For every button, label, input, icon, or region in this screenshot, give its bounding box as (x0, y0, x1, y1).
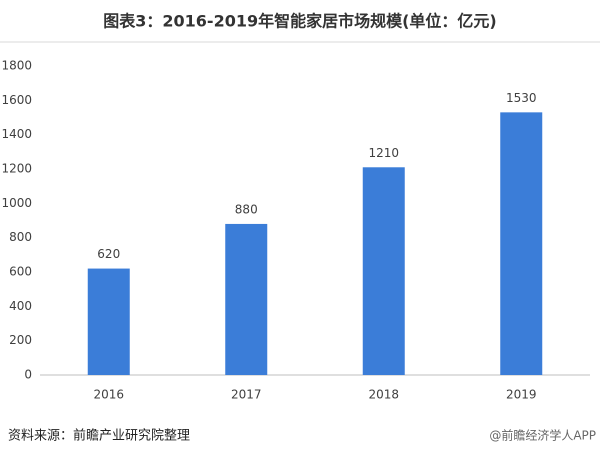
value-label: 880 (235, 202, 258, 216)
credit: @前瞻经济学人APP (489, 428, 596, 443)
y-tick-label: 1400 (1, 127, 32, 141)
value-label: 1530 (506, 91, 537, 105)
value-label: 620 (97, 247, 120, 261)
y-tick-label: 1000 (1, 196, 32, 210)
y-tick-label: 600 (9, 265, 32, 279)
y-tick-label: 0 (24, 368, 32, 382)
y-tick-label: 400 (9, 299, 32, 313)
x-tick-label: 2016 (93, 388, 124, 402)
x-tick-label: 2018 (368, 388, 399, 402)
chart-title: 图表3：2016-2019年智能家居市场规模(单位：亿元) (103, 12, 496, 31)
bar (87, 268, 130, 375)
x-tick-label: 2017 (231, 388, 262, 402)
y-tick-label: 800 (9, 230, 32, 244)
x-tick-label: 2019 (506, 388, 537, 402)
bar (362, 167, 405, 375)
y-tick-label: 1200 (1, 162, 32, 176)
bar (225, 223, 268, 375)
y-tick-label: 1600 (1, 93, 32, 107)
source-note: 资料来源：前瞻产业研究院整理 (8, 428, 190, 444)
bar (500, 112, 543, 375)
y-tick-label: 1800 (1, 59, 32, 73)
y-tick-label: 200 (9, 333, 32, 347)
value-label: 1210 (368, 146, 399, 160)
